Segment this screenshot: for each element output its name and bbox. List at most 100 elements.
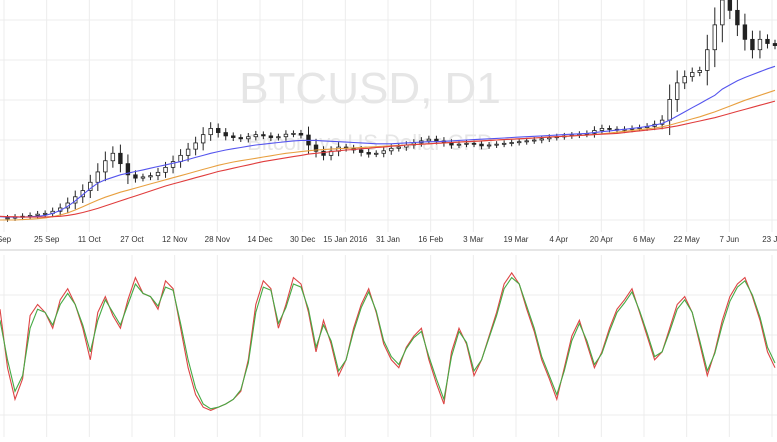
candle-body [667, 99, 672, 121]
candle [223, 128, 228, 141]
candle [742, 13, 748, 51]
oscillator-lines [0, 271, 776, 411]
candle [750, 30, 755, 59]
candle-body [742, 24, 748, 40]
x-tick-label: 7 Jun [720, 235, 740, 244]
x-tick-label: 16 Feb [418, 235, 443, 244]
candle-body [163, 166, 168, 173]
candle [599, 124, 605, 135]
candle-body [434, 138, 439, 142]
x-tick-label: 6 May [633, 235, 655, 244]
oscillator-line [0, 271, 776, 411]
candle [697, 66, 702, 77]
candle-body [471, 142, 477, 145]
moving-average-line [0, 65, 776, 218]
candle [253, 130, 259, 141]
candle [479, 140, 484, 150]
candle-body [110, 152, 116, 162]
candle-body [133, 174, 138, 179]
oscillator-line [0, 276, 776, 410]
candle-body [155, 171, 161, 177]
candle [735, 0, 740, 37]
oscillator-grid [0, 255, 777, 437]
candle [268, 132, 274, 142]
candle [757, 30, 763, 59]
candle-body [682, 76, 687, 84]
candle [765, 34, 770, 49]
moving-average-line [0, 89, 776, 221]
price-grid [0, 0, 777, 232]
x-tick-label: 23 Ju [762, 235, 777, 244]
candle [313, 138, 319, 158]
candle-body [313, 144, 319, 152]
candle [374, 150, 379, 158]
x-tick-label: 15 Jan 2016 [323, 235, 368, 244]
candle [276, 133, 281, 141]
candle [231, 132, 236, 142]
candle-body [298, 132, 304, 136]
candle-body [705, 49, 710, 71]
x-axis-ticks: Sep 25 Sep 11 Oct 27 Oct 12 Nov 28 Nov 14 Dec 3… [0, 235, 777, 244]
x-tick-label: 22 May [674, 235, 700, 244]
candle-body [532, 139, 537, 142]
x-tick-label: 31 Jan [376, 235, 400, 244]
candle-body [720, 0, 725, 26]
candle [170, 155, 176, 174]
candle [674, 70, 680, 112]
candle-body [246, 136, 251, 140]
candle-body [750, 38, 755, 51]
candle-body [193, 142, 198, 150]
candle-body [170, 161, 176, 168]
candle-body [374, 152, 379, 155]
candle [88, 174, 93, 199]
candle-body [140, 176, 146, 179]
candle [426, 135, 432, 145]
candle-body [674, 82, 680, 100]
x-tick-label: 12 Nov [162, 235, 187, 244]
candle-body [268, 135, 274, 138]
candle [494, 141, 499, 148]
candle [148, 172, 153, 181]
candle [95, 163, 101, 191]
candle [185, 142, 191, 162]
candle [42, 210, 48, 218]
candle-body [539, 138, 544, 141]
candle [216, 123, 221, 138]
candle-body [765, 38, 770, 44]
candle [118, 144, 123, 173]
candle [712, 7, 718, 68]
candle-body [35, 213, 40, 216]
candle-body [479, 143, 484, 147]
x-tick-label: Sep [0, 235, 12, 244]
candle [125, 154, 131, 185]
candle-body [283, 133, 289, 138]
candle-body [42, 212, 48, 215]
x-tick-label: 19 Mar [504, 235, 529, 244]
watermark-title: BTCUSD, D1 [239, 64, 501, 113]
candle [539, 135, 544, 144]
candle [261, 131, 266, 140]
candle [193, 136, 198, 156]
candle [524, 137, 529, 145]
candle [291, 130, 296, 138]
x-tick-label: 3 Mar [463, 235, 484, 244]
candle [140, 173, 146, 182]
x-tick-label: 14 Dec [247, 235, 272, 244]
candle [509, 139, 514, 147]
x-tick-label: 20 Apr [590, 235, 613, 244]
candle-body [366, 152, 371, 155]
candle [705, 34, 710, 86]
candle [5, 214, 10, 222]
candle [501, 140, 507, 148]
x-tick-label: 27 Oct [120, 235, 144, 244]
candle-body [276, 136, 281, 139]
candle-body [690, 72, 695, 78]
x-tick-label: 28 Nov [205, 235, 230, 244]
candle-body [547, 137, 552, 140]
candle-body [118, 152, 123, 165]
candle [720, 0, 725, 43]
candle-body [697, 70, 702, 73]
candle [682, 70, 687, 90]
candle-body [321, 150, 326, 156]
